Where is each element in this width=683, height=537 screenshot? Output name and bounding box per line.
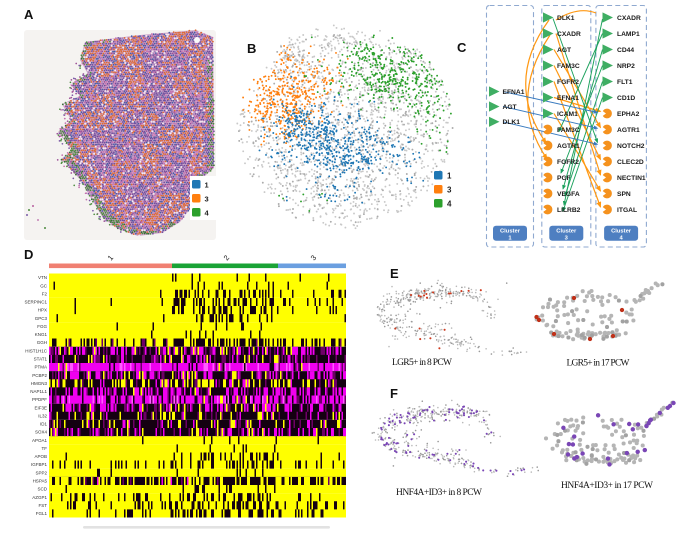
svg-text:VEGFA: VEGFA	[557, 191, 580, 198]
svg-text:HSPA5: HSPA5	[33, 479, 48, 484]
svg-text:3: 3	[309, 253, 319, 262]
svg-text:NRP2: NRP2	[617, 63, 635, 70]
svg-text:A: A	[24, 7, 34, 22]
svg-text:LAMP1: LAMP1	[617, 31, 640, 38]
svg-text:IGFBP1: IGFBP1	[31, 462, 48, 467]
svg-text:F: F	[390, 386, 398, 401]
svg-text:EPHA2: EPHA2	[617, 111, 640, 118]
svg-text:DLK1: DLK1	[557, 15, 575, 22]
svg-text:B: B	[247, 41, 256, 56]
svg-text:NAP1L1: NAP1L1	[30, 389, 47, 394]
svg-text:GC: GC	[40, 283, 48, 288]
svg-text:FAM3C: FAM3C	[557, 127, 580, 134]
svg-text:FGFR2: FGFR2	[557, 159, 579, 166]
svg-text:1: 1	[205, 181, 209, 190]
svg-text:ITGAL: ITGAL	[617, 207, 637, 214]
svg-text:2: 2	[222, 253, 232, 262]
svg-text:HIST1H1C: HIST1H1C	[25, 348, 48, 353]
svg-text:FGG: FGG	[37, 324, 47, 329]
svg-text:STAT1: STAT1	[34, 357, 48, 362]
svg-text:VTN: VTN	[38, 275, 47, 280]
svg-text:AGTR1: AGTR1	[557, 143, 580, 150]
svg-text:PCBP2: PCBP2	[32, 373, 47, 378]
svg-text:APOA1: APOA1	[32, 438, 48, 443]
svg-text:HNF4A+ID3+ in 17 PCW: HNF4A+ID3+ in 17 PCW	[561, 481, 653, 491]
svg-text:1: 1	[508, 236, 512, 242]
svg-text:4: 4	[205, 209, 210, 218]
svg-text:Cluster: Cluster	[611, 229, 632, 235]
svg-text:FAM3C: FAM3C	[557, 63, 580, 70]
svg-text:SPN: SPN	[617, 191, 631, 198]
svg-text:LGR5+ in 8 PCW: LGR5+ in 8 PCW	[392, 358, 452, 368]
svg-text:AGT: AGT	[557, 47, 572, 54]
svg-text:EIF3E: EIF3E	[34, 405, 47, 410]
svg-text:AGTR1: AGTR1	[617, 127, 640, 134]
svg-text:1: 1	[447, 172, 452, 181]
svg-text:HPX: HPX	[38, 308, 47, 313]
svg-text:IL32: IL32	[38, 413, 47, 418]
svg-text:FST: FST	[39, 503, 48, 508]
svg-text:SOX4: SOX4	[35, 430, 48, 435]
svg-text:1: 1	[106, 253, 116, 262]
svg-text:CXADR: CXADR	[617, 15, 641, 22]
svg-text:4: 4	[619, 236, 623, 242]
svg-text:LGR5+ in 17 PCW: LGR5+ in 17 PCW	[567, 359, 630, 369]
svg-text:CLEC2D: CLEC2D	[617, 159, 644, 166]
svg-text:EFNA1: EFNA1	[503, 89, 525, 96]
svg-text:3: 3	[565, 236, 569, 242]
svg-text:DLK1: DLK1	[503, 119, 521, 126]
svg-text:E: E	[390, 266, 399, 281]
svg-text:HMGN3: HMGN3	[31, 381, 48, 386]
svg-text:FGL1: FGL1	[36, 511, 48, 516]
svg-text:TF: TF	[42, 446, 48, 451]
svg-text:ID1: ID1	[40, 422, 48, 427]
svg-text:D: D	[24, 247, 33, 262]
svg-text:FLT1: FLT1	[617, 79, 633, 86]
svg-text:PPDPF: PPDPF	[32, 397, 47, 402]
svg-text:LILRB2: LILRB2	[557, 207, 581, 214]
svg-text:Cluster: Cluster	[556, 229, 577, 235]
svg-text:NOTCH2: NOTCH2	[617, 143, 645, 150]
svg-text:PTMA: PTMA	[34, 365, 47, 370]
svg-text:F2: F2	[42, 291, 48, 296]
svg-text:SERPINC1: SERPINC1	[24, 300, 47, 305]
svg-text:4: 4	[447, 200, 452, 209]
svg-text:FGFR2: FGFR2	[557, 79, 579, 86]
svg-text:3: 3	[205, 195, 209, 204]
svg-text:CD44: CD44	[617, 47, 634, 54]
svg-text:CD1D: CD1D	[617, 95, 635, 102]
svg-text:3: 3	[447, 186, 452, 195]
svg-text:C: C	[457, 40, 467, 55]
svg-text:PGF: PGF	[557, 175, 571, 182]
svg-text:NECTIN1: NECTIN1	[617, 175, 646, 182]
svg-text:EFNA1: EFNA1	[557, 95, 579, 102]
svg-text:GPC3: GPC3	[35, 316, 48, 321]
svg-text:SCD: SCD	[37, 487, 47, 492]
svg-text:GGH: GGH	[37, 340, 47, 345]
svg-text:HNF4A+ID3+ in 8 PCW: HNF4A+ID3+ in 8 PCW	[396, 488, 482, 498]
svg-text:AGT: AGT	[503, 104, 518, 111]
svg-text:KNG1: KNG1	[35, 332, 48, 337]
svg-text:AZGP1: AZGP1	[32, 495, 47, 500]
svg-text:SPP2: SPP2	[35, 470, 47, 475]
svg-text:Cluster: Cluster	[500, 229, 521, 235]
svg-text:CXADR: CXADR	[557, 31, 581, 38]
svg-text:APOB: APOB	[34, 454, 47, 459]
svg-text:ICAM1: ICAM1	[557, 111, 578, 118]
